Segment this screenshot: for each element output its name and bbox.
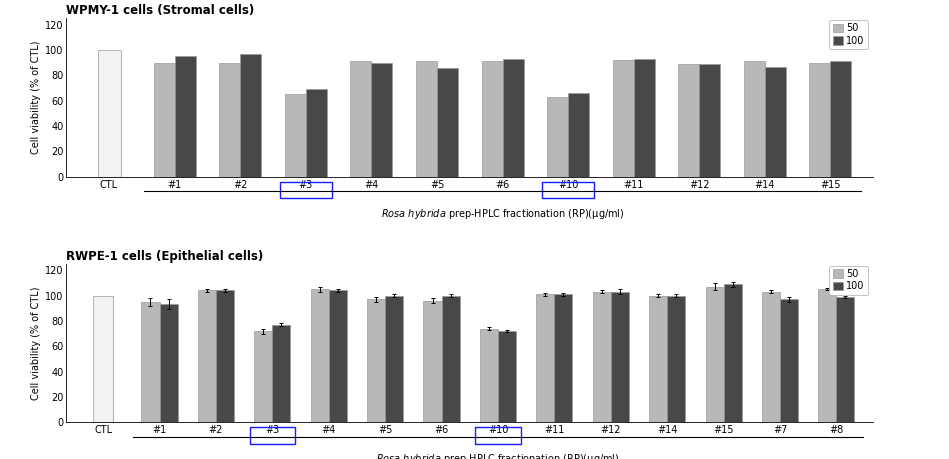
Bar (679, 64, 699, 177)
Bar (593, 292, 611, 422)
Bar (554, 294, 572, 422)
Bar (548, 97, 568, 177)
Bar (254, 331, 272, 422)
Bar (159, 304, 177, 422)
Bar (423, 301, 441, 422)
Bar (634, 59, 655, 177)
Bar (98, 50, 121, 177)
Legend: 50, 100: 50, 100 (829, 20, 868, 49)
Bar (542, 181, 594, 198)
Bar (219, 63, 240, 177)
Bar (306, 90, 326, 177)
Bar (611, 292, 629, 422)
Bar (175, 56, 195, 177)
Bar (475, 427, 520, 444)
Bar (197, 291, 216, 422)
Bar (310, 289, 328, 422)
Bar (723, 284, 742, 422)
Bar (272, 325, 290, 422)
Bar (416, 62, 437, 177)
Bar (385, 296, 403, 422)
Bar (328, 291, 346, 422)
Y-axis label: Cell viability (% of CTL): Cell viability (% of CTL) (31, 41, 41, 154)
Bar (765, 67, 786, 177)
Bar (437, 68, 458, 177)
Text: WPMY-1 cells (Stromal cells): WPMY-1 cells (Stromal cells) (66, 4, 254, 17)
Bar (762, 292, 780, 422)
Bar (93, 296, 113, 422)
Bar (830, 62, 851, 177)
Bar (285, 95, 306, 177)
Bar (350, 62, 371, 177)
Bar (809, 63, 830, 177)
Bar (568, 93, 589, 177)
Text: $\it{Rosa\ hybrida}$ prep-HPLC fractionation (RP)(μg/ml): $\it{Rosa\ hybrida}$ prep-HPLC fractiona… (381, 207, 624, 221)
Bar (836, 297, 854, 422)
Bar (141, 302, 159, 422)
Bar (498, 331, 516, 422)
Bar (667, 296, 685, 422)
Bar (367, 299, 385, 422)
Bar (744, 62, 765, 177)
Legend: 50, 100: 50, 100 (829, 266, 868, 295)
Bar (250, 427, 295, 444)
Bar (280, 181, 332, 198)
Bar (216, 291, 234, 422)
Bar (705, 287, 723, 422)
Text: $\it{Rosa\ hybrida}$ prep-HPLC fractionation (RP)(μg/ml): $\it{Rosa\ hybrida}$ prep-HPLC fractiona… (376, 453, 620, 459)
Bar (649, 296, 667, 422)
Bar (780, 299, 798, 422)
Bar (441, 296, 459, 422)
Y-axis label: Cell viability (% of CTL): Cell viability (% of CTL) (31, 286, 41, 400)
Bar (536, 294, 554, 422)
Bar (699, 64, 720, 177)
Bar (154, 63, 175, 177)
Bar (818, 289, 836, 422)
Bar (481, 62, 503, 177)
Bar (371, 63, 392, 177)
Bar (480, 329, 498, 422)
Bar (503, 59, 524, 177)
Text: RWPE-1 cells (Epithelial cells): RWPE-1 cells (Epithelial cells) (66, 250, 264, 263)
Bar (240, 54, 261, 177)
Bar (613, 60, 634, 177)
